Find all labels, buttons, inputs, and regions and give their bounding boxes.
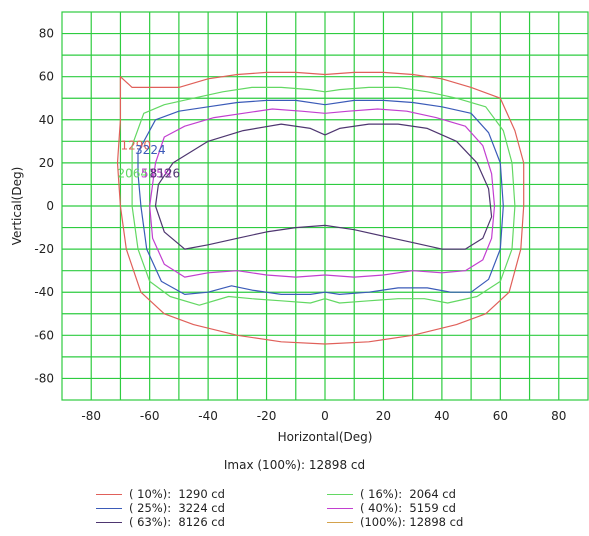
contour-label: 1290 bbox=[120, 139, 151, 153]
x-tick-label: 80 bbox=[551, 409, 566, 423]
legend-label: ( 16%): 2064 cd bbox=[360, 487, 456, 501]
y-tick-label: 80 bbox=[39, 27, 54, 41]
y-tick-label: 60 bbox=[39, 70, 54, 84]
y-tick-labels: 80 60 40 20 0 -20 -40 -60 -80 bbox=[34, 27, 54, 386]
legend-item: ( 40%): 5159 cd bbox=[327, 501, 456, 515]
x-tick-label: 60 bbox=[493, 409, 508, 423]
x-tick-label: -60 bbox=[140, 409, 160, 423]
x-tick-labels: -80 -60 -40 -20 0 20 40 60 80 bbox=[81, 409, 566, 423]
legend-label: (100%): 12898 cd bbox=[360, 515, 464, 529]
legend-item: ( 25%): 3224 cd bbox=[96, 501, 225, 515]
legend-item: ( 16%): 2064 cd bbox=[327, 487, 456, 501]
contour-label: 3224 bbox=[135, 143, 166, 157]
x-tick-label: 0 bbox=[321, 409, 329, 423]
x-axis-label: Horizontal(Deg) bbox=[278, 430, 373, 444]
y-tick-label: 0 bbox=[46, 199, 54, 213]
series-line-1 bbox=[131, 86, 516, 306]
legend-item: ( 10%): 1290 cd bbox=[96, 487, 225, 501]
plot-frame bbox=[61, 11, 589, 401]
legend-swatch bbox=[327, 507, 353, 509]
legend-label: ( 40%): 5159 cd bbox=[360, 501, 456, 515]
series-line-4 bbox=[154, 123, 493, 250]
x-tick-label: -80 bbox=[81, 409, 101, 423]
legend-item: (100%): 12898 cd bbox=[327, 515, 463, 529]
x-tick-label: -20 bbox=[257, 409, 277, 423]
legend-swatch bbox=[96, 493, 122, 495]
legend-swatch bbox=[327, 521, 353, 523]
contour-label: 8126 bbox=[150, 167, 181, 181]
x-tick-label: -40 bbox=[198, 409, 218, 423]
legend-item: ( 63%): 8126 cd bbox=[96, 515, 225, 529]
series-layer bbox=[116, 71, 525, 345]
legend-swatch bbox=[327, 493, 353, 495]
y-tick-label: 20 bbox=[39, 156, 54, 170]
legend-swatch bbox=[96, 521, 122, 523]
y-tick-label: -80 bbox=[34, 371, 54, 385]
x-tick-label: 40 bbox=[434, 409, 449, 423]
y-tick-label: -20 bbox=[34, 242, 54, 256]
x-tick-label: 20 bbox=[376, 409, 391, 423]
imax-label: Imax (100%): 12898 cd bbox=[223, 458, 366, 472]
legend-label: ( 63%): 8126 cd bbox=[129, 515, 225, 529]
legend-label: ( 10%): 1290 cd bbox=[129, 487, 225, 501]
series-line-2 bbox=[137, 99, 504, 295]
y-tick-label: -40 bbox=[34, 285, 54, 299]
y-tick-label: -60 bbox=[34, 328, 54, 342]
contour-label: 5159 bbox=[141, 167, 172, 181]
contour-label: 2064 bbox=[118, 167, 149, 181]
y-axis-label: Vertical(Deg) bbox=[10, 167, 24, 246]
legend-label: ( 25%): 3224 cd bbox=[129, 501, 225, 515]
legend-swatch bbox=[96, 507, 122, 509]
series-line-3 bbox=[149, 108, 496, 278]
series-line-0 bbox=[116, 71, 525, 345]
y-tick-label: 40 bbox=[39, 113, 54, 127]
grid bbox=[62, 12, 588, 400]
